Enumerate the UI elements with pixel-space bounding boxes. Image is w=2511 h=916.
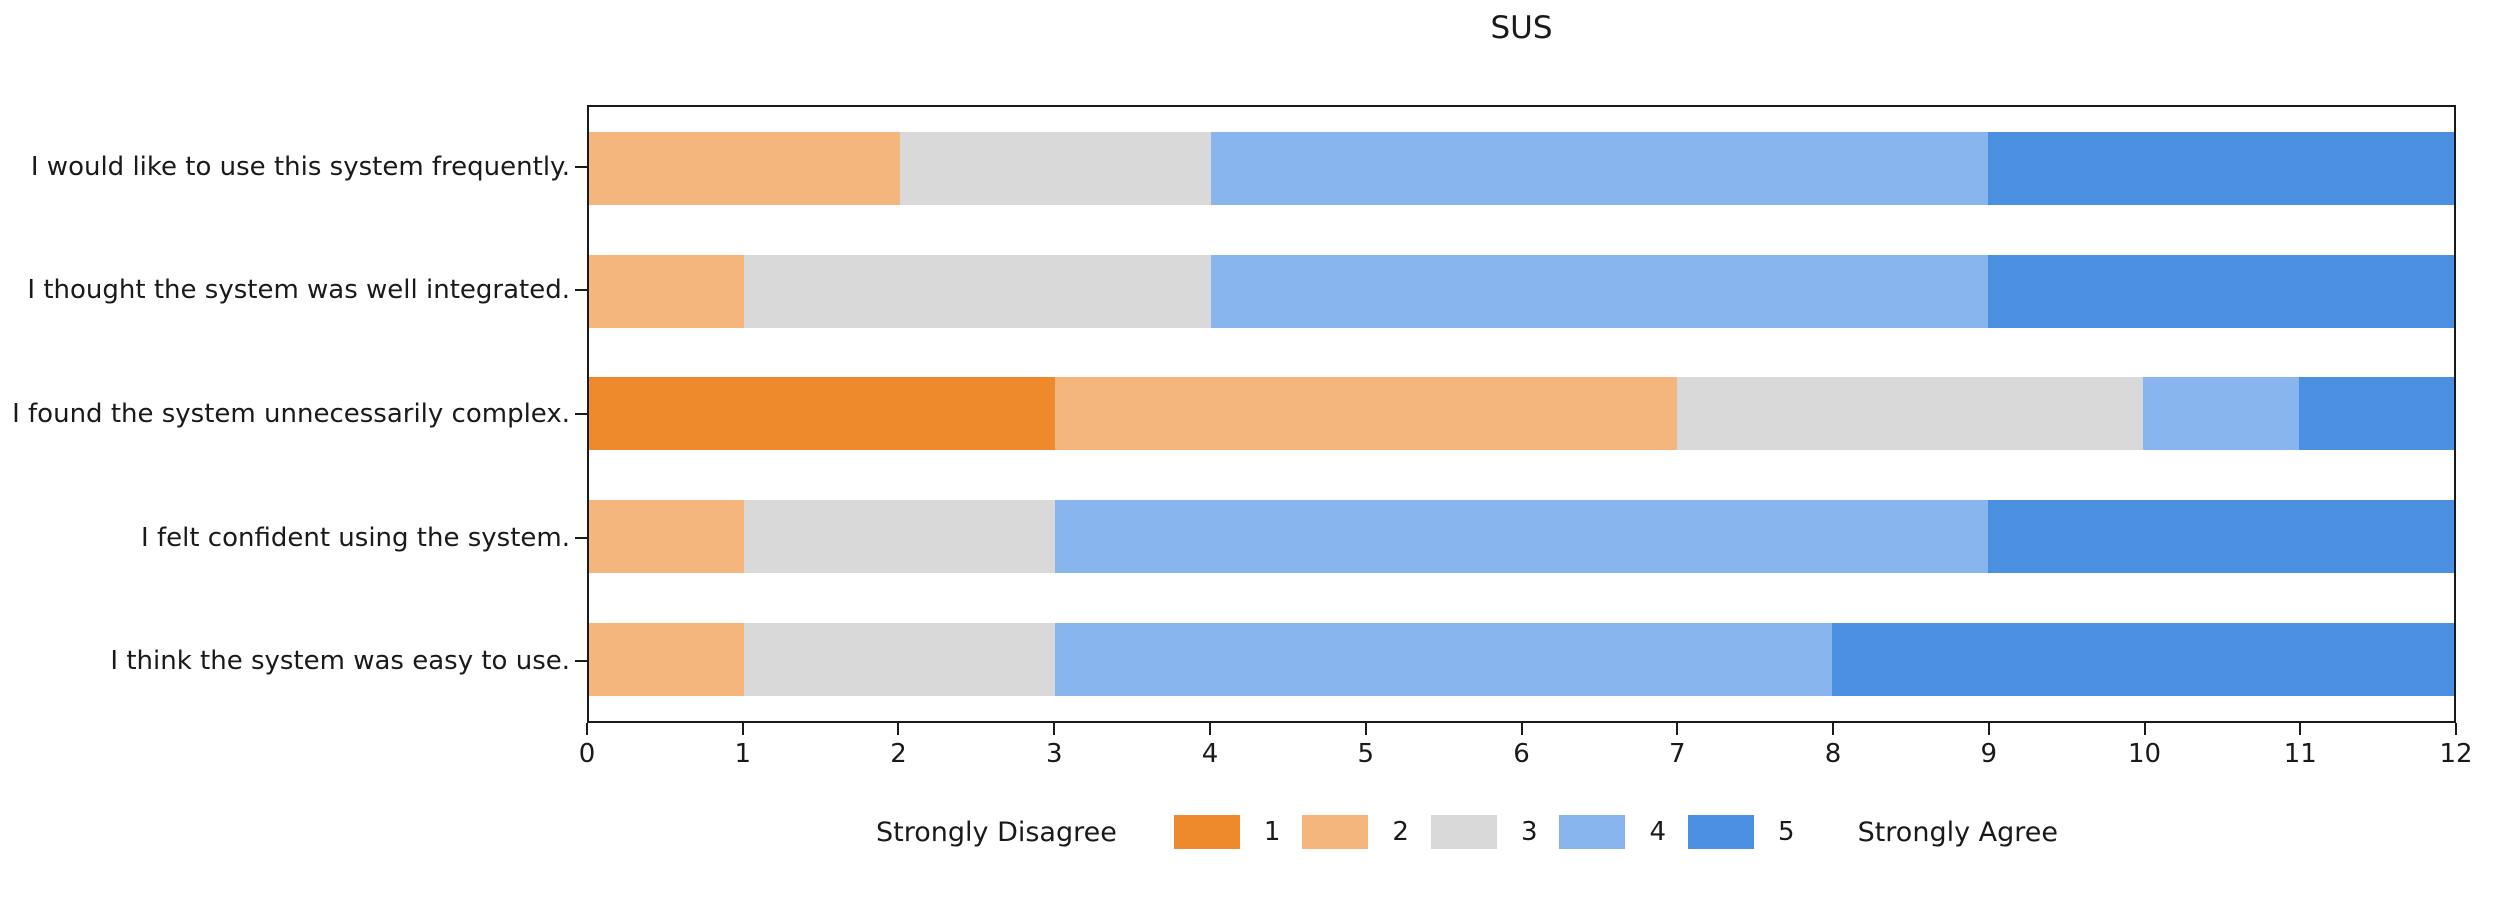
x-tick-mark (2455, 723, 2457, 735)
x-tick-label: 9 (1980, 739, 1998, 769)
x-tick-label: 6 (1513, 739, 1530, 769)
legend-left-label: Strongly Disagree (876, 816, 1117, 848)
legend-swatch-2 (1302, 815, 1369, 849)
x-axis: 0 1 2 3 4 5 6 7 8 9 10 11 12 (579, 723, 2473, 793)
legend-items: 1 2 3 4 5 (1173, 815, 1817, 849)
stacked-bar (589, 254, 2454, 328)
bar-segment-5 (1987, 254, 2454, 328)
bar-segment-5 (1832, 623, 2454, 697)
x-tick-label: 2 (890, 739, 907, 769)
legend-item-2: 2 (1302, 815, 1409, 849)
bar-segment-4 (1210, 254, 1988, 328)
y-axis-label: I felt confident using the system. (141, 522, 570, 553)
bar-row (589, 230, 2454, 353)
bar-segment-2 (589, 254, 745, 328)
y-tick-mark (575, 289, 587, 292)
bar-segment-5 (1987, 500, 2454, 574)
legend-entry-label: 2 (1392, 817, 1409, 847)
x-tick-mark (1208, 723, 1211, 735)
y-tick-mark (575, 536, 587, 539)
x-tick-label: 10 (2127, 739, 2162, 769)
y-tick-mark (575, 660, 587, 663)
x-tick-label: 8 (1824, 739, 1842, 769)
legend-item-5: 5 (1688, 815, 1795, 849)
bar-segment-3 (1676, 377, 2144, 451)
x-tick-mark (1053, 723, 1056, 735)
y-axis-ticks (575, 105, 587, 723)
x-tick-mark (2299, 723, 2302, 735)
x-tick-mark (1831, 723, 1834, 735)
bar-segment-4 (1210, 131, 1988, 205)
x-tick-label: 5 (1357, 739, 1375, 769)
legend-entry-label: 1 (1263, 817, 1281, 847)
legend-right-label: Strongly Agree (1857, 816, 2058, 848)
bar-segment-3 (899, 131, 1211, 205)
x-tick-label: 7 (1668, 739, 1686, 769)
y-tick-mark (575, 165, 587, 168)
bar-row (589, 107, 2454, 230)
bar-segment-2 (589, 500, 745, 574)
bar-row (589, 598, 2454, 721)
x-tick-mark (897, 723, 900, 735)
bar-segment-4 (1055, 623, 1833, 697)
legend-swatch-5 (1688, 815, 1755, 849)
legend-swatch-4 (1559, 815, 1626, 849)
bar-segment-5 (2298, 377, 2454, 451)
legend: Strongly Disagree 1 2 3 4 5 Strongly Agree (876, 806, 2058, 858)
x-tick-mark (586, 723, 588, 735)
bar-segment-2 (589, 623, 745, 697)
bar-segment-3 (744, 500, 1056, 574)
legend-item-1: 1 (1173, 815, 1281, 849)
x-tick-mark (1364, 723, 1367, 735)
x-tick-mark (741, 723, 744, 735)
stacked-bar (589, 623, 2454, 697)
bar-segment-2 (1055, 377, 1677, 451)
legend-entry-label: 5 (1778, 817, 1795, 847)
y-axis-labels: I would like to use this system frequent… (0, 105, 570, 723)
x-tick-label: 1 (734, 739, 752, 769)
y-axis-label: I found the system unnecessarily complex… (12, 398, 570, 429)
legend-entry-label: 3 (1520, 817, 1538, 847)
legend-item-3: 3 (1430, 815, 1538, 849)
legend-item-4: 4 (1559, 815, 1666, 849)
x-tick-label: 4 (1201, 739, 1219, 769)
bar-segment-1 (589, 377, 1056, 451)
x-tick-label: 12 (2439, 739, 2473, 769)
x-tick-label: 3 (1045, 739, 1063, 769)
bar-segment-3 (744, 254, 1211, 328)
x-tick-mark (1987, 723, 1990, 735)
legend-swatch-1 (1173, 815, 1240, 849)
legend-swatch-3 (1430, 815, 1497, 849)
y-axis-label: I would like to use this system frequent… (30, 151, 570, 182)
x-tick-mark (2143, 723, 2146, 735)
bar-row (589, 353, 2454, 476)
bar-segment-4 (2143, 377, 2299, 451)
x-tick-mark (1676, 723, 1679, 735)
y-axis-label: I think the system was easy to use. (110, 646, 570, 677)
stacked-bar (589, 131, 2454, 205)
x-tick-label: 0 (578, 739, 596, 769)
bar-segment-5 (1987, 131, 2454, 205)
x-tick-mark (1520, 723, 1523, 735)
x-tick-label: 11 (2283, 739, 2317, 769)
stacked-bar (589, 500, 2454, 574)
plot-area (587, 105, 2456, 723)
bar-segment-3 (744, 623, 1056, 697)
bar-row (589, 475, 2454, 598)
y-axis-label: I thought the system was well integrated… (27, 275, 570, 306)
stacked-bar (589, 377, 2454, 451)
bar-segment-4 (1055, 500, 1988, 574)
chart-title: SUS (1490, 10, 1553, 46)
y-tick-mark (575, 413, 587, 415)
bar-segment-2 (589, 131, 900, 205)
legend-entry-label: 4 (1649, 817, 1667, 847)
